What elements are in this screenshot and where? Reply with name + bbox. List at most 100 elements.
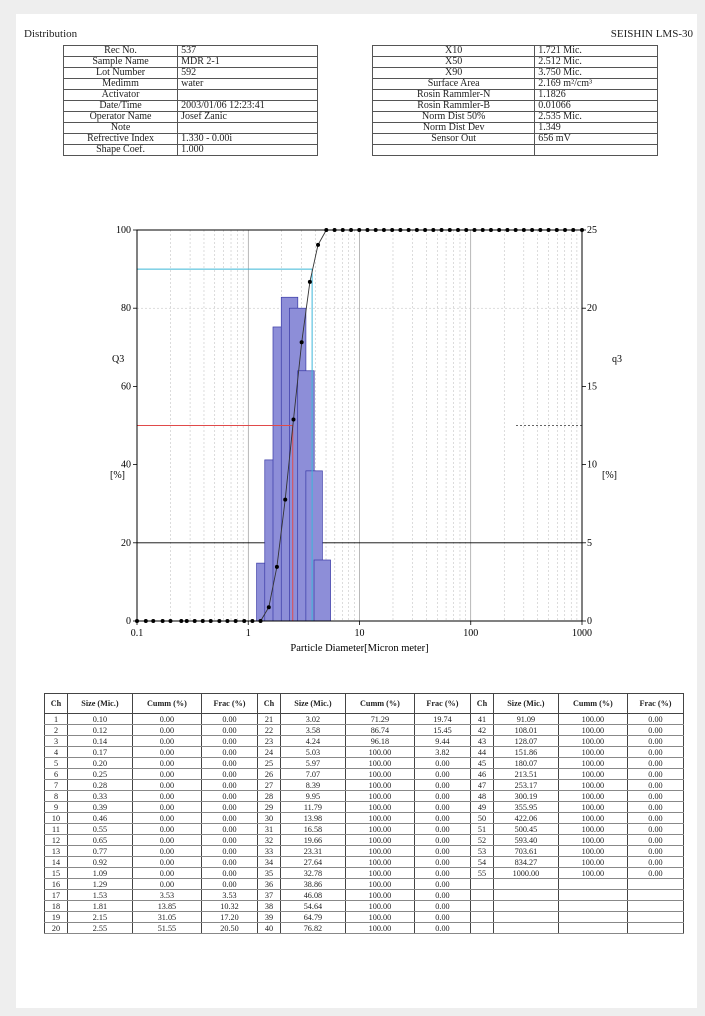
table-cell: 151.86 (492, 746, 559, 758)
table-cell: 27 (256, 779, 281, 791)
table-cell: 23 (256, 735, 281, 747)
table-cell: 1 (44, 713, 68, 725)
column-header: Size (Mic.) (492, 693, 559, 714)
table-row: 16 1.29 0.00 0.00 36 38.86 100.00 0.00 (44, 878, 685, 890)
cumulative-point (291, 417, 296, 422)
table-cell (469, 922, 494, 934)
table-cell: 0.00 (200, 845, 258, 857)
table-cell: 0.00 (413, 911, 471, 923)
sample-info-row: Medimm water (62, 78, 318, 90)
table-cell: 0.20 (67, 757, 133, 769)
table-cell: 0.00 (413, 867, 471, 879)
table-cell: 24 (256, 746, 281, 758)
column-header: Cumm (%) (344, 693, 415, 714)
table-cell: 0.00 (131, 878, 202, 890)
header-row: Ch Size (Mic.) Cumm (%) Frac (%) Ch Size (Mic… (44, 693, 685, 714)
table-cell: 100.00 (344, 834, 415, 846)
table-cell: 43 (469, 735, 494, 747)
table-cell: 0.00 (413, 790, 471, 802)
column-header: Cumm (%) (557, 693, 628, 714)
table-cell: 0.00 (200, 746, 258, 758)
instrument-name: SEISHIN LMS-30 (610, 28, 693, 40)
table-cell (469, 900, 494, 912)
table-cell: 0.00 (626, 845, 685, 857)
table-cell: 0.00 (200, 834, 258, 846)
table-cell: 38.86 (279, 878, 346, 890)
distribution-data-table: Ch Size (Mic.) Cumm (%) Frac (%) Ch Size (Mic… (44, 693, 685, 934)
table-cell: 3 (44, 735, 68, 747)
table-cell: 11 (44, 823, 68, 835)
table-cell: 16 (44, 878, 68, 890)
table-cell: 3.82 (413, 746, 471, 758)
column-header: Cumm (%) (131, 693, 202, 714)
y-tick-label-right: 10 (587, 460, 597, 471)
table-cell (469, 889, 494, 901)
table-cell: 8 (44, 790, 68, 802)
table-cell: 27.64 (279, 856, 346, 868)
table-cell: 100.00 (344, 823, 415, 835)
table-cell: 0.00 (200, 867, 258, 879)
column-header: Ch (469, 693, 494, 714)
table-cell: 253.17 (492, 779, 559, 791)
table-cell: 15.45 (413, 724, 471, 736)
table-cell: 15 (44, 867, 68, 879)
table-cell: 422.06 (492, 812, 559, 824)
table-cell: 100.00 (557, 845, 628, 857)
table-cell: 0.17 (67, 746, 133, 758)
table-cell: 47 (469, 779, 494, 791)
y-unit-left: [%] (110, 470, 125, 481)
y-tick-label-left: 0 (126, 616, 131, 627)
table-cell: 19.74 (413, 713, 471, 725)
table-cell (492, 900, 559, 912)
table-row: 15 1.09 0.00 0.00 35 32.78 100.00 0.00 55 1000.00… (44, 867, 685, 879)
result-info-value (534, 144, 658, 156)
sample-info-row: Operator Name Josef Zanic (62, 111, 318, 123)
table-cell: 100.00 (344, 757, 415, 769)
table-row: 20 2.55 51.55 20.50 40 76.82 100.00 0.00 (44, 922, 685, 934)
table-cell: 100.00 (557, 823, 628, 835)
table-cell: 100.00 (344, 790, 415, 802)
table-cell: 26 (256, 768, 281, 780)
table-cell (626, 911, 685, 923)
table-cell: 13 (44, 845, 68, 857)
sample-info-row: Sample Name MDR 2-1 (62, 56, 318, 68)
result-info-row: Norm Dist Dev 1.349 (371, 122, 658, 134)
y-axis-label-left: Q3 (112, 354, 124, 365)
table-cell: 9.95 (279, 790, 346, 802)
table-cell (626, 878, 685, 890)
table-cell: 0.00 (626, 856, 685, 868)
table-cell: 2.55 (67, 922, 133, 934)
table-cell: 0.00 (626, 790, 685, 802)
table-cell: 100.00 (344, 911, 415, 923)
table-cell: 100.00 (557, 724, 628, 736)
table-cell: 0.00 (626, 867, 685, 879)
y-tick-label-left: 60 (121, 381, 131, 392)
table-cell (492, 911, 559, 923)
table-cell: 52 (469, 834, 494, 846)
data-table-body: 1 0.10 0.00 0.00 21 3.02 71.29 19.74 41 91.09 100.… (44, 713, 685, 934)
table-cell: 13.98 (279, 812, 346, 824)
table-cell: 7 (44, 779, 68, 791)
table-cell: 11.79 (279, 801, 346, 813)
table-cell: 0.00 (626, 713, 685, 725)
table-cell: 0.00 (200, 856, 258, 868)
cumulative-point (307, 279, 312, 284)
table-cell (469, 878, 494, 890)
table-cell: 100.00 (557, 834, 628, 846)
table-cell: 100.00 (344, 878, 415, 890)
table-cell: 100.00 (557, 790, 628, 802)
table-cell: 100.00 (344, 867, 415, 879)
table-cell: 9.44 (413, 735, 471, 747)
table-cell: 30 (256, 812, 281, 824)
table-cell: 45 (469, 757, 494, 769)
table-cell: 0.92 (67, 856, 133, 868)
table-row: 4 0.17 0.00 0.00 24 5.03 100.00 3.82 44 151.86 100… (44, 746, 685, 758)
table-cell: 54 (469, 856, 494, 868)
table-cell: 100.00 (344, 779, 415, 791)
table-cell: 0.10 (67, 713, 133, 725)
x-tick-label: 1000 (572, 628, 592, 639)
cumulative-point (299, 340, 304, 345)
table-cell: 55 (469, 867, 494, 879)
report-title: Distribution (24, 28, 78, 40)
